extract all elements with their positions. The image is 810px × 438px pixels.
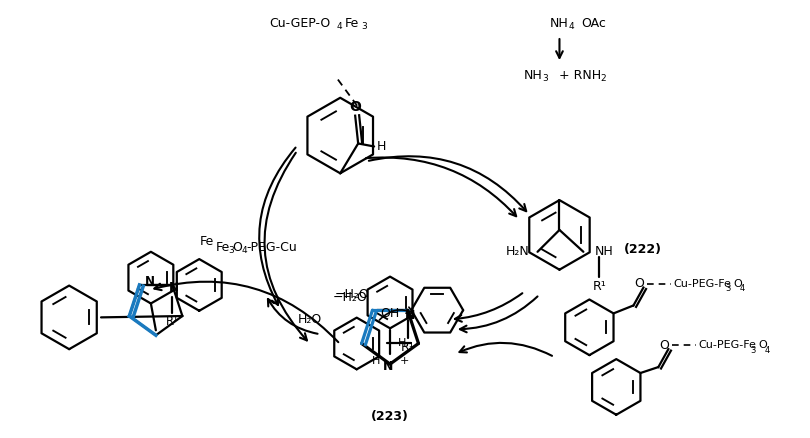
Text: Fe: Fe (345, 17, 360, 30)
Text: Fe: Fe (199, 235, 214, 248)
Text: 3: 3 (543, 74, 548, 83)
Text: + RNH: + RNH (556, 69, 602, 82)
Text: O: O (634, 277, 645, 290)
Text: N: N (404, 309, 415, 321)
Text: O: O (758, 340, 767, 350)
Text: −H₂O: −H₂O (335, 288, 369, 301)
Text: R¹: R¹ (166, 315, 179, 328)
Text: O: O (733, 279, 742, 289)
Text: +: + (400, 356, 409, 366)
Text: H₂N: H₂N (505, 245, 530, 258)
Text: 3: 3 (750, 346, 756, 355)
Text: 4: 4 (740, 284, 744, 293)
Text: R¹: R¹ (401, 341, 415, 354)
Text: OH: OH (381, 307, 399, 320)
Text: 4: 4 (569, 22, 574, 31)
Text: Cu-PEG-Fe: Cu-PEG-Fe (698, 340, 756, 350)
Text: (223): (223) (371, 410, 409, 423)
Text: 4: 4 (336, 22, 342, 31)
Text: 4: 4 (241, 246, 247, 255)
Text: 3: 3 (726, 284, 731, 293)
Text: H: H (399, 339, 407, 349)
Text: N: N (383, 360, 393, 373)
Text: Fe: Fe (215, 241, 230, 254)
Text: −H₂O: −H₂O (333, 291, 368, 304)
Text: N: N (144, 276, 155, 289)
Text: 2: 2 (600, 74, 606, 83)
Text: O: O (232, 241, 242, 254)
Text: Cu-GEP-O: Cu-GEP-O (269, 17, 330, 30)
Text: 4: 4 (765, 346, 770, 355)
Text: OAc: OAc (582, 17, 606, 30)
Text: 3: 3 (361, 22, 367, 31)
Text: N: N (169, 281, 179, 294)
Text: Cu-PEG-Fe: Cu-PEG-Fe (673, 279, 731, 289)
Text: H₂O: H₂O (298, 313, 322, 326)
Text: NH: NH (550, 17, 569, 30)
Text: (222): (222) (625, 243, 663, 256)
Text: O: O (659, 339, 669, 352)
Text: R¹: R¹ (592, 280, 606, 293)
Text: H: H (377, 140, 386, 153)
Text: NH: NH (524, 69, 543, 82)
Text: O: O (349, 100, 361, 114)
Text: -PEG-Cu: -PEG-Cu (246, 241, 297, 254)
Text: H: H (372, 356, 380, 366)
Text: NH: NH (595, 245, 613, 258)
Text: 3: 3 (228, 246, 234, 255)
